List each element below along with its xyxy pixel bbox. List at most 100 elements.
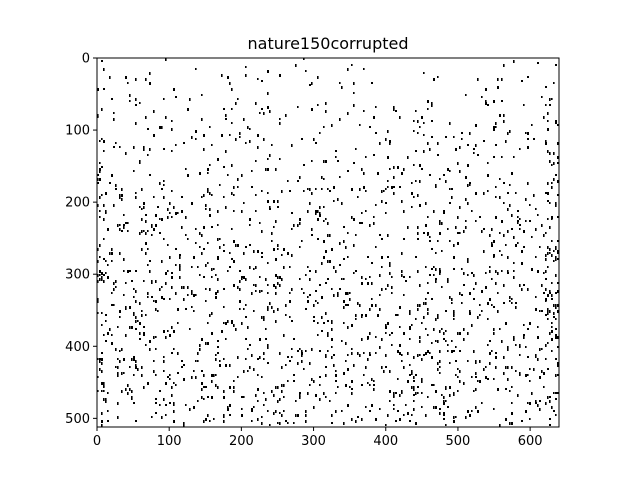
corrupted-pixel (111, 174, 113, 177)
corrupted-pixel (127, 270, 129, 273)
corrupted-pixel (163, 148, 165, 150)
corrupted-pixel (557, 290, 559, 293)
corrupted-pixel (261, 290, 263, 292)
corrupted-pixel (277, 282, 279, 285)
corrupted-pixel (253, 406, 255, 408)
corrupted-pixel (427, 232, 429, 235)
corrupted-pixel (475, 144, 477, 147)
corrupted-pixel (463, 328, 465, 331)
corrupted-pixel (557, 258, 559, 260)
corrupted-pixel (363, 172, 365, 175)
corrupted-pixel (479, 304, 481, 306)
corrupted-pixel (519, 224, 521, 226)
corrupted-pixel (203, 148, 205, 151)
corrupted-pixel (103, 258, 105, 260)
corrupted-pixel (371, 304, 373, 307)
corrupted-pixel (531, 268, 533, 271)
corrupted-pixel (171, 326, 173, 329)
corrupted-pixel (123, 358, 125, 361)
corrupted-pixel (147, 264, 149, 266)
corrupted-pixel (221, 134, 223, 137)
corrupted-pixel (485, 286, 487, 289)
corrupted-pixel (173, 410, 175, 413)
corrupted-pixel (211, 312, 213, 315)
corrupted-pixel (169, 256, 171, 259)
corrupted-pixel (429, 274, 431, 276)
corrupted-pixel (321, 176, 323, 179)
corrupted-pixel (219, 360, 221, 362)
corrupted-pixel (261, 256, 263, 258)
corrupted-pixel (457, 242, 459, 245)
corrupted-pixel (411, 372, 413, 375)
corrupted-pixel (415, 150, 417, 152)
corrupted-pixel (217, 352, 219, 354)
corrupted-pixel (311, 108, 313, 111)
corrupted-pixel (365, 406, 367, 408)
corrupted-pixel (411, 182, 413, 184)
corrupted-pixel (347, 68, 349, 71)
corrupted-pixel (379, 346, 381, 349)
corrupted-pixel (475, 220, 477, 222)
corrupted-pixel (267, 292, 269, 294)
corrupted-pixel (419, 180, 421, 183)
corrupted-pixel (433, 274, 435, 276)
corrupted-pixel (365, 210, 367, 212)
corrupted-pixel (123, 372, 125, 374)
corrupted-pixel (183, 286, 185, 289)
corrupted-pixel (123, 214, 125, 216)
corrupted-pixel (429, 236, 431, 238)
corrupted-pixel (237, 186, 239, 188)
corrupted-pixel (431, 136, 433, 138)
corrupted-pixel (297, 224, 299, 227)
corrupted-pixel (487, 104, 489, 106)
corrupted-pixel (409, 312, 411, 315)
corrupted-pixel (511, 228, 513, 230)
corrupted-pixel (291, 228, 293, 230)
corrupted-pixel (101, 352, 103, 354)
corrupted-pixel (465, 94, 467, 96)
corrupted-pixel (123, 226, 125, 229)
corrupted-pixel (499, 196, 501, 199)
corrupted-pixel (523, 246, 525, 248)
corrupted-pixel (279, 284, 281, 287)
corrupted-pixel (331, 414, 333, 417)
corrupted-pixel (549, 152, 551, 155)
corrupted-pixel (243, 370, 245, 373)
corrupted-pixel (99, 368, 101, 371)
corrupted-pixel (233, 210, 235, 212)
corrupted-pixel (231, 320, 233, 322)
corrupted-pixel (457, 390, 459, 392)
corrupted-pixel (217, 340, 219, 342)
corrupted-pixel (515, 192, 517, 194)
corrupted-pixel (415, 374, 417, 376)
corrupted-pixel (279, 276, 281, 279)
corrupted-pixel (435, 406, 437, 409)
corrupted-pixel (549, 396, 551, 398)
corrupted-pixel (347, 326, 349, 329)
corrupted-pixel (309, 84, 311, 86)
corrupted-pixel (333, 266, 335, 269)
corrupted-pixel (443, 418, 445, 420)
corrupted-pixel (153, 370, 155, 373)
corrupted-pixel (373, 154, 375, 156)
corrupted-pixel (209, 208, 211, 211)
corrupted-pixel (217, 256, 219, 259)
corrupted-pixel (115, 366, 117, 368)
corrupted-pixel (167, 270, 169, 272)
corrupted-pixel (99, 196, 101, 199)
corrupted-pixel (273, 394, 275, 397)
corrupted-pixel (319, 376, 321, 378)
corrupted-pixel (313, 304, 315, 307)
corrupted-pixel (161, 126, 163, 129)
corrupted-pixel (551, 338, 553, 341)
corrupted-pixel (149, 82, 151, 85)
corrupted-pixel (311, 348, 313, 351)
corrupted-pixel (121, 188, 123, 191)
corrupted-pixel (297, 106, 299, 108)
corrupted-pixel (225, 114, 227, 117)
corrupted-pixel (103, 390, 105, 392)
corrupted-pixel (155, 214, 157, 217)
corrupted-pixel (493, 306, 495, 308)
corrupted-pixel (547, 128, 549, 131)
corrupted-pixel (503, 302, 505, 304)
